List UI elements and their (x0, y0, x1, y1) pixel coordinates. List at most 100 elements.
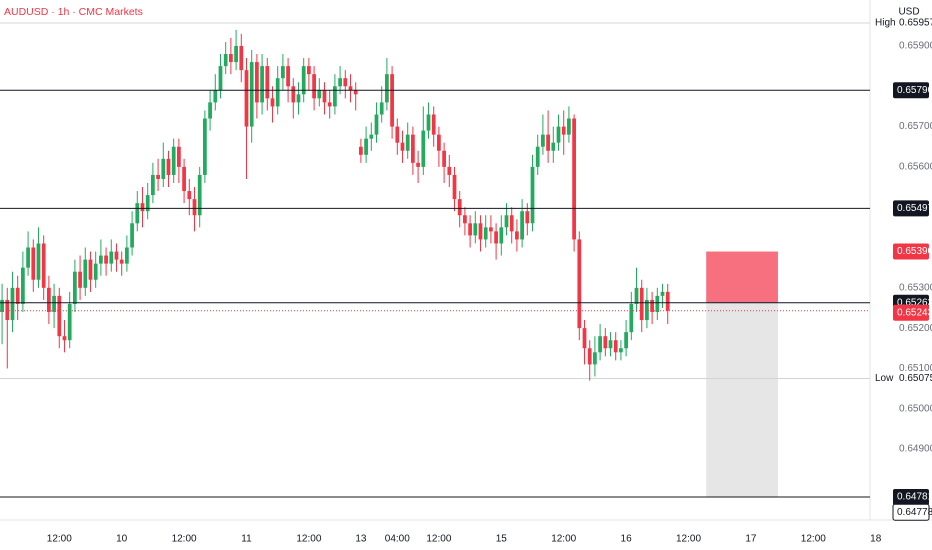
candle-body (327, 102, 332, 107)
x-tick-label: 12:00 (172, 534, 197, 545)
candle-body (587, 348, 592, 365)
candle-body (244, 70, 249, 127)
position-reward (706, 302, 778, 498)
x-tick-label: 10 (116, 534, 128, 545)
candle-body (561, 126, 566, 135)
candle-body (452, 174, 457, 200)
candle-body (582, 328, 587, 349)
candle-body (208, 102, 212, 119)
candle-body (613, 340, 618, 353)
y-tick-label: 0.65300 (899, 282, 932, 293)
candle-body (369, 134, 374, 139)
candle-body (182, 166, 186, 192)
candle-body (348, 86, 353, 91)
candle-body (78, 271, 82, 288)
candle-body (509, 215, 514, 232)
candle-body (665, 291, 670, 311)
candle-body (426, 114, 431, 131)
candle-body (359, 146, 363, 155)
candle-body (234, 45, 238, 63)
candle-body (281, 66, 285, 79)
level-label-box (893, 82, 929, 99)
candle-body (317, 90, 322, 99)
cursor-label: 0.64778 (897, 507, 932, 518)
candle-body (400, 142, 405, 151)
chart-title: AUDUSD · 1h · CMC Markets (4, 6, 143, 18)
y-tick-label: 0.65000 (899, 403, 932, 414)
candle-body (109, 251, 114, 264)
candle-body (312, 74, 316, 99)
candle-body (36, 243, 41, 280)
candle-body (161, 158, 166, 179)
candle-body (322, 90, 327, 103)
candle-body (598, 336, 602, 353)
candle-body (619, 348, 623, 353)
x-tick-label: 18 (870, 534, 882, 545)
candle-body (655, 295, 660, 312)
stop-label: 0.65390 (897, 246, 932, 257)
low-label: 0.65075 (899, 373, 932, 384)
x-tick-label: 04:00 (385, 534, 410, 545)
candle-body (62, 336, 67, 341)
x-tick-label: 12:00 (47, 534, 72, 545)
candle-body (145, 195, 150, 212)
candle-body (10, 287, 15, 321)
candle-body (515, 231, 519, 240)
candle-body (546, 134, 550, 151)
level-label: 0.64781 (897, 492, 932, 503)
candle-body (73, 271, 77, 304)
candle-body (47, 287, 51, 312)
candle-body (5, 299, 10, 321)
candle-body (385, 74, 389, 103)
candle-body (473, 223, 478, 236)
level-label: 0.65497 (897, 203, 932, 214)
candle-body (603, 336, 608, 349)
candle-body (567, 118, 571, 135)
candle-body (0, 299, 4, 312)
high-label: 0.65957 (899, 18, 932, 29)
y-tick-label: 0.65100 (899, 363, 932, 374)
x-tick-label: 12:00 (801, 534, 826, 545)
candle-body (504, 215, 509, 228)
candle-body (140, 203, 145, 212)
candle-body (478, 223, 483, 240)
y-tick-label: 0.65900 (899, 41, 932, 52)
candle-body (333, 86, 337, 107)
candle-body (541, 134, 545, 147)
candle-body (166, 158, 171, 175)
candle-body (421, 130, 426, 167)
candle-body (520, 211, 524, 240)
y-tick-label: 0.65700 (899, 121, 932, 132)
candle-body (67, 303, 72, 341)
candle-body (489, 227, 493, 232)
candle-body (203, 118, 207, 175)
position-risk (706, 251, 778, 303)
candle-body (634, 287, 639, 304)
x-tick-label: 12:00 (426, 534, 451, 545)
candle-body (52, 295, 56, 312)
candle-body (171, 146, 176, 175)
candle-body (556, 126, 561, 143)
candle-body (104, 255, 108, 264)
candle-body (307, 66, 311, 75)
candle-body (660, 291, 665, 296)
candle-body (249, 62, 254, 127)
candle-body (197, 174, 202, 216)
candle-body (629, 303, 634, 333)
x-tick-label: 11 (241, 534, 252, 545)
level-label-box (893, 489, 929, 506)
currency-label: USD (898, 7, 919, 18)
last-price-box (893, 304, 929, 321)
candle-body (530, 166, 535, 224)
candle-body (83, 259, 88, 288)
candle-body (650, 299, 654, 312)
candle-body (431, 114, 436, 135)
candle-body (223, 54, 228, 67)
level-label: 0.65263 (897, 297, 932, 308)
y-tick-label: 0.65200 (899, 323, 932, 334)
candle-body (551, 142, 556, 151)
candle-body (447, 166, 452, 175)
